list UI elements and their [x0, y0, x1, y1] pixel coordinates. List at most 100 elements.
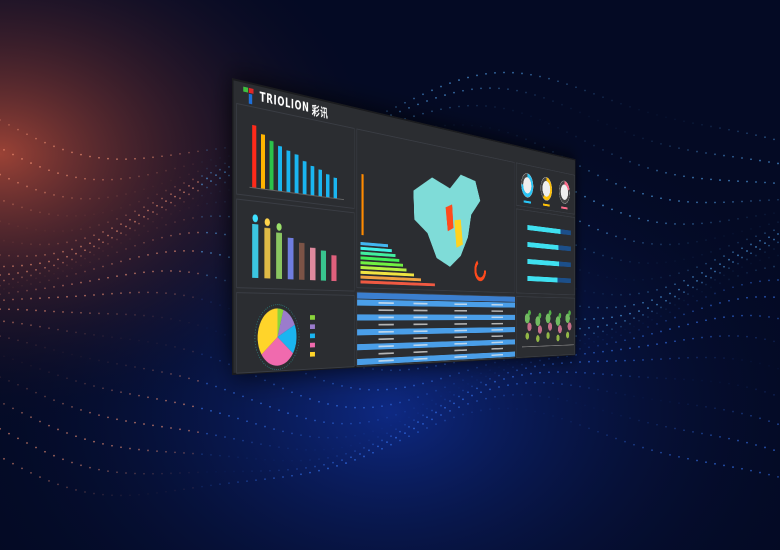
particle — [116, 471, 118, 474]
particle — [732, 410, 734, 413]
particle — [210, 484, 212, 487]
particle — [588, 306, 590, 309]
particle — [35, 277, 37, 280]
particle — [71, 229, 73, 232]
particle — [431, 399, 433, 402]
particle — [107, 470, 109, 473]
particle — [305, 448, 307, 451]
particle — [39, 211, 41, 214]
particle — [273, 383, 275, 386]
particle — [579, 165, 581, 168]
particle — [642, 446, 644, 449]
particle — [773, 138, 775, 141]
particle — [152, 369, 154, 372]
particle — [201, 161, 203, 163]
particle — [134, 472, 136, 475]
particle — [197, 189, 199, 192]
particle — [737, 298, 739, 300]
particle — [476, 400, 478, 402]
particle — [606, 306, 608, 309]
particle — [93, 334, 95, 336]
particle — [525, 358, 527, 361]
particle — [192, 197, 194, 200]
particle — [588, 326, 590, 329]
particle — [665, 308, 667, 311]
particle — [467, 391, 469, 394]
particle — [174, 221, 176, 223]
particle — [138, 234, 140, 237]
particle — [201, 250, 203, 253]
particle — [602, 149, 604, 151]
particle — [0, 308, 1, 311]
particle — [129, 258, 131, 260]
particle — [386, 432, 388, 435]
particle — [579, 385, 581, 388]
particle — [642, 278, 644, 281]
particle — [89, 226, 91, 229]
particle — [210, 252, 212, 254]
particle — [116, 251, 118, 254]
particle — [683, 175, 685, 178]
particle — [107, 276, 109, 279]
particle — [75, 239, 77, 242]
particle — [44, 275, 46, 278]
particle — [84, 177, 86, 180]
particle — [530, 394, 532, 396]
particle — [557, 397, 559, 400]
particle — [71, 151, 73, 154]
particle — [678, 288, 680, 291]
particle — [732, 466, 734, 468]
particle — [287, 447, 289, 450]
particle — [615, 331, 617, 334]
particle — [12, 358, 14, 361]
bubble — [567, 322, 572, 331]
particle — [741, 467, 743, 470]
particle — [264, 425, 266, 428]
particle — [755, 246, 757, 248]
particle — [462, 389, 464, 392]
particle — [35, 268, 37, 271]
particle — [669, 328, 671, 330]
particle — [444, 406, 446, 409]
particle — [638, 329, 640, 331]
particle — [737, 180, 739, 183]
particle — [719, 282, 721, 285]
particle — [192, 217, 194, 219]
bubble — [556, 334, 560, 342]
particle — [512, 109, 514, 112]
particle — [404, 432, 406, 435]
particle — [624, 186, 626, 189]
particle — [161, 425, 163, 428]
particle — [530, 115, 532, 118]
particle — [566, 399, 568, 402]
particle — [485, 383, 487, 386]
particle — [674, 260, 676, 262]
particle — [638, 217, 640, 220]
particle — [66, 432, 68, 434]
particle — [228, 215, 230, 218]
particle — [57, 258, 59, 261]
particle — [0, 284, 1, 287]
particle — [71, 311, 73, 314]
particle — [723, 316, 725, 319]
particle — [107, 242, 109, 245]
particle — [215, 232, 217, 235]
particle — [120, 337, 122, 340]
particle — [53, 194, 55, 196]
particle — [620, 102, 622, 105]
particle — [705, 239, 707, 241]
particle — [363, 406, 365, 409]
bubble — [537, 325, 542, 334]
particle — [633, 325, 635, 328]
particle — [606, 324, 608, 327]
particle — [651, 358, 653, 361]
particle — [71, 353, 73, 356]
particle — [417, 431, 419, 433]
particle — [62, 261, 64, 264]
particle — [687, 269, 689, 272]
hbar-fill — [527, 258, 560, 267]
particle — [665, 299, 667, 302]
particle — [341, 422, 343, 425]
particle — [719, 220, 721, 223]
